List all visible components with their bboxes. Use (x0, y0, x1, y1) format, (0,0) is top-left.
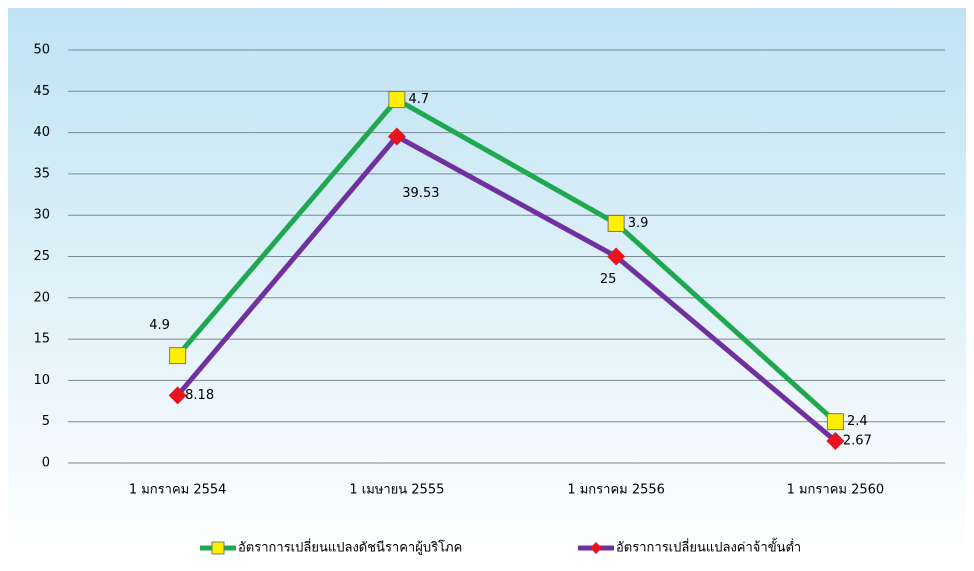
legend-marker (211, 541, 225, 555)
annotation: 4.7 (409, 92, 430, 107)
chart-background (8, 8, 966, 563)
data-label: 2.67 (843, 433, 872, 448)
annotation: 3.9 (628, 216, 649, 231)
data-label: 25 (600, 272, 617, 287)
data-label: 8.18 (185, 388, 214, 403)
marker (826, 413, 844, 431)
annotation: 4.9 (149, 318, 170, 333)
data-label: 39.53 (402, 186, 439, 201)
marker (388, 91, 406, 109)
y-tick-label: 50 (33, 43, 50, 58)
y-tick-label: 40 (33, 125, 50, 140)
x-tick-label: 1 มกราคม 2560 (787, 483, 885, 498)
y-tick-label: 15 (33, 332, 50, 347)
series-line (175, 133, 837, 443)
annotation: 2.4 (847, 414, 868, 429)
series-line (175, 97, 838, 424)
marker (826, 431, 845, 450)
x-tick-label: 1 เมษายน 2555 (349, 483, 444, 498)
marker (607, 247, 626, 266)
y-tick-label: 35 (33, 166, 50, 181)
y-tick-label: 45 (33, 84, 50, 99)
legend-label: อัตราการเปลี่ยนแปลงค่าจ้าขั้นต่ำ (616, 538, 801, 556)
legend-label: อัตราการเปลี่ยนแปลงดัชนีราคาผู้บริโภค (238, 539, 462, 556)
legend-marker (590, 542, 602, 554)
x-tick-label: 1 มกราคม 2556 (567, 483, 665, 498)
y-tick-label: 30 (33, 208, 50, 223)
marker (169, 347, 187, 365)
y-tick-label: 20 (33, 290, 50, 305)
y-tick-label: 25 (33, 249, 50, 264)
y-tick-label: 0 (42, 456, 50, 471)
marker (168, 386, 187, 405)
y-tick-label: 5 (42, 414, 50, 429)
marker (387, 127, 406, 146)
y-tick-label: 10 (33, 373, 50, 388)
x-tick-label: 1 มกราคม 2554 (129, 483, 227, 498)
marker (607, 214, 625, 232)
